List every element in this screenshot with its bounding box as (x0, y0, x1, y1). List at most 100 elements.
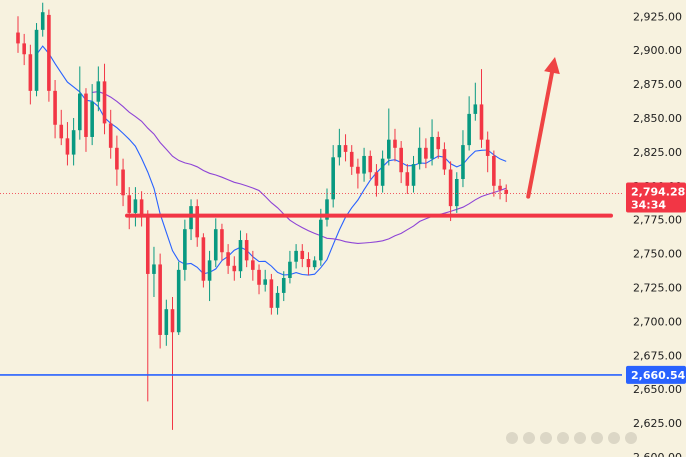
candle-down (53, 90, 57, 125)
trend-arrow-shaft (526, 70, 554, 199)
candle-up (40, 12, 45, 30)
candle-up (176, 269, 181, 333)
candle-down (251, 260, 255, 270)
candle-down (28, 54, 33, 91)
candle-up (319, 219, 323, 261)
candle-down (201, 237, 206, 281)
candle-down (306, 259, 311, 268)
trend-arrow-head (544, 56, 560, 75)
candle-up (189, 206, 193, 230)
candle-up (417, 147, 422, 165)
candle-up (337, 145, 342, 158)
candle-up (164, 309, 169, 335)
horizontal-lines[interactable] (0, 56, 622, 376)
candle-down (504, 189, 509, 194)
candle-up (71, 130, 76, 155)
candle-up (380, 158, 385, 186)
candle-down (65, 138, 70, 155)
y-tick-label: 2,925.00 (633, 10, 682, 23)
candle-up (294, 250, 298, 262)
candle-up (78, 93, 82, 131)
candle-up (454, 179, 459, 207)
candle-down (139, 199, 144, 216)
candle-down (195, 206, 200, 238)
candle-down (102, 81, 107, 124)
y-tick-label: 2,850.00 (633, 112, 682, 125)
candle-down (498, 185, 502, 190)
candle-down (47, 14, 51, 91)
y-tick-label: 2,900.00 (633, 44, 682, 57)
candle-up (238, 240, 243, 272)
price-axis[interactable]: 2,925.00 2,900.00 2,875.00 2,850.00 2,825.00… (633, 10, 682, 457)
candle-down (374, 172, 379, 186)
support-price-label: 2,660.54 (631, 369, 686, 382)
y-tick-label: 2,625.00 (633, 417, 682, 430)
candle-up (362, 155, 366, 174)
candle-up (461, 145, 465, 180)
candle-down (448, 169, 453, 207)
candle-down (368, 155, 373, 173)
candle-up (411, 164, 416, 186)
y-tick-label: 2,775.00 (633, 214, 682, 227)
watermark-dot (523, 432, 535, 444)
candle-down (108, 123, 113, 148)
candle-up (263, 279, 267, 285)
candle-up (96, 81, 101, 102)
candle-up (467, 113, 471, 146)
y-tick-label: 2,825.00 (633, 146, 682, 159)
candle-down (399, 147, 403, 173)
candle-down (485, 139, 490, 156)
candle-down (22, 43, 26, 55)
candle-down (244, 240, 249, 261)
candle-down (492, 155, 496, 186)
candle-down (220, 229, 224, 253)
candle-up (207, 260, 212, 281)
support-price-badge (626, 365, 686, 384)
candle-down (356, 166, 360, 174)
y-tick-label: 2,750.00 (633, 248, 682, 261)
candle-up (430, 136, 434, 159)
candle-down (300, 250, 305, 260)
candle-down (479, 104, 484, 140)
watermark (506, 432, 637, 444)
candle-up (152, 264, 156, 274)
watermark-dot (557, 432, 569, 444)
candle-down (158, 264, 162, 335)
watermark-dot (608, 432, 620, 444)
candle-down (127, 195, 132, 213)
candle-down (442, 149, 447, 170)
countdown-label: 34:34 (631, 199, 666, 212)
y-tick-label: 2,650.00 (633, 383, 682, 396)
y-tick-label: 2,725.00 (633, 281, 682, 294)
candle-up (312, 260, 317, 268)
candle-up (473, 104, 478, 114)
candle-down (84, 93, 88, 137)
watermark-dot (574, 432, 586, 444)
candle-up (90, 101, 94, 137)
candle-down (405, 172, 410, 186)
candle-up (325, 199, 329, 220)
candle-down (232, 265, 237, 272)
candle-down (393, 139, 397, 148)
candle-down (349, 151, 354, 167)
y-tick-label: 2,875.00 (633, 78, 682, 91)
candle-down (269, 279, 274, 308)
candle-up (281, 277, 286, 293)
y-tick-label: 2,675.00 (633, 349, 682, 362)
y-tick-label: 2,600.00 (633, 451, 682, 457)
candle-down (343, 145, 348, 152)
current-price-label: 2,794.28 (631, 186, 685, 199)
candle-up (387, 139, 391, 159)
candle-down (16, 32, 20, 44)
candle-up (183, 229, 187, 270)
watermark-dot (591, 432, 603, 444)
candle-down (59, 124, 64, 139)
candle-up (331, 157, 335, 200)
candle-down (436, 136, 441, 150)
current-price-badge (626, 182, 686, 213)
candle-down (115, 147, 119, 170)
